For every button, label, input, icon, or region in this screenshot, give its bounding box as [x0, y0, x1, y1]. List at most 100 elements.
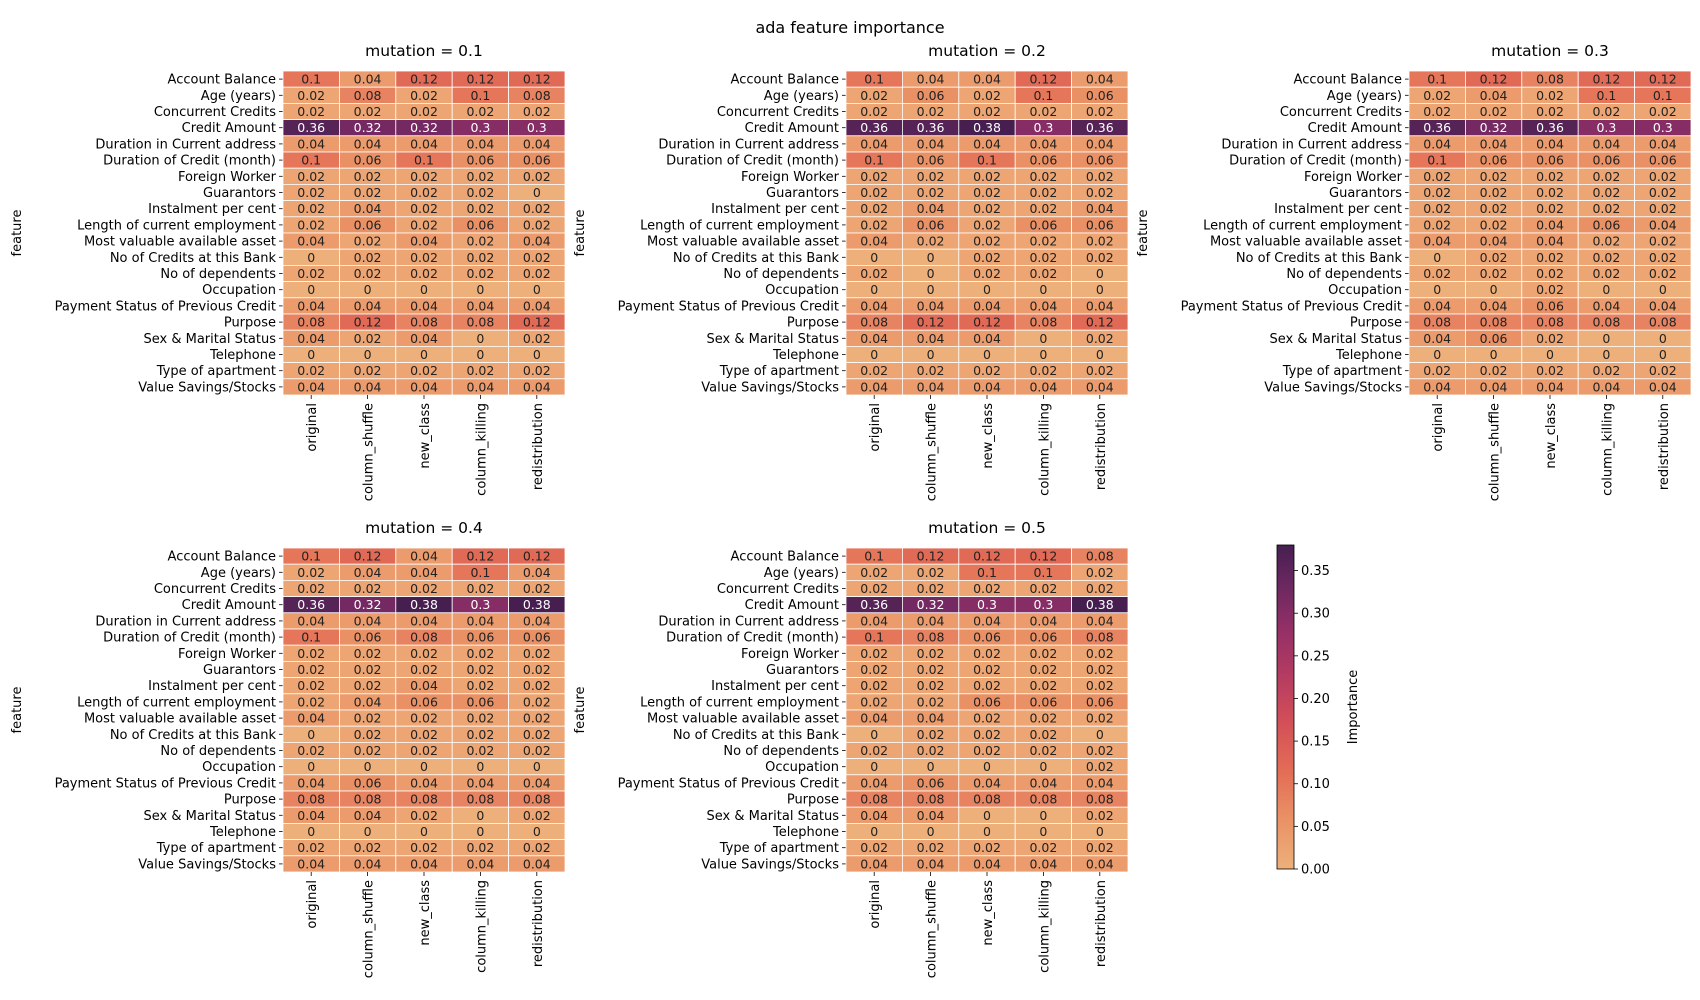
cell-value-label: 0 — [1602, 282, 1610, 297]
cell-value-label: 0.04 — [1592, 136, 1620, 151]
cell-value-label: 0.04 — [297, 136, 325, 151]
cell-value-label: 0 — [983, 347, 991, 362]
cell-value-label: 0.06 — [1086, 153, 1114, 168]
cell-value-label: 0.02 — [917, 581, 945, 596]
x-tick-label: redistribution — [1094, 403, 1109, 490]
y-tick-label: Duration in Current address — [95, 137, 276, 152]
cell-value-label: 0.02 — [973, 581, 1001, 596]
cell-value-label: 0.04 — [973, 136, 1001, 151]
cell-value-label: 0 — [1096, 266, 1104, 281]
cell-value-label: 0.02 — [1649, 104, 1677, 119]
cell-value-label: 0.02 — [297, 694, 325, 709]
cell-value-label: 0.02 — [523, 694, 551, 709]
cell-value-label: 0.04 — [973, 856, 1001, 871]
cell-value-label: 0.06 — [1029, 694, 1057, 709]
cell-value-label: 0.02 — [860, 743, 888, 758]
cell-value-label: 0.1 — [864, 72, 884, 87]
cell-value-label: 0 — [870, 759, 878, 774]
cell-value-label: 0.08 — [973, 792, 1001, 807]
cell-value-label: 0.04 — [297, 298, 325, 313]
y-tick-label: Sex & Marital Status — [707, 809, 840, 824]
cell-value-label: 0.02 — [523, 266, 551, 281]
y-axis-label: feature — [10, 687, 25, 734]
y-tick-label: Credit Amount — [745, 598, 839, 613]
cell-value-label: 0.02 — [354, 104, 382, 119]
cell-value-label: 0 — [533, 347, 541, 362]
cell-value-label: 0.02 — [466, 678, 494, 693]
cell-value-label: 0.08 — [466, 315, 494, 330]
cell-value-label: 0.04 — [1536, 136, 1564, 151]
cell-value-label: 0.02 — [1649, 250, 1677, 265]
cell-value-label: 0.02 — [917, 646, 945, 661]
cell-value-label: 0.08 — [523, 792, 551, 807]
y-axis-label: feature — [573, 687, 588, 734]
cell-value-label: 0.04 — [354, 379, 382, 394]
cell-value-label: 0 — [870, 250, 878, 265]
cell-value-label: 0.04 — [860, 379, 888, 394]
cell-value-label: 0.02 — [1086, 331, 1114, 346]
y-tick-label: No of Credits at this Bank — [110, 251, 277, 266]
cell-value-label: 0.02 — [1649, 234, 1677, 249]
cell-value-label: 0.02 — [410, 169, 438, 184]
cell-value-label: 0 — [1096, 727, 1104, 742]
y-tick-label: Guarantors — [766, 186, 839, 201]
cell-value-label: 0.08 — [297, 315, 325, 330]
x-tick-label: original — [1431, 403, 1446, 452]
cell-value-label: 0.1 — [977, 153, 997, 168]
cell-value-label: 0.1 — [470, 88, 490, 103]
cell-value-label: 0.36 — [1536, 120, 1564, 135]
cell-value-label: 0.1 — [1033, 565, 1053, 580]
cell-value-label: 0.04 — [297, 808, 325, 823]
cell-value-label: 0.04 — [466, 775, 494, 790]
cell-value-label: 0 — [1490, 282, 1498, 297]
y-tick-label: Telephone — [209, 348, 276, 363]
cell-value-label: 0 — [1096, 282, 1104, 297]
y-tick-label: Most valuable available asset — [84, 712, 276, 727]
cell-value-label: 0.04 — [354, 565, 382, 580]
cell-value-label: 0 — [307, 282, 315, 297]
cell-value-label: 0.06 — [1592, 153, 1620, 168]
cell-value-label: 0.02 — [1649, 363, 1677, 378]
cell-value-label: 0.02 — [1029, 104, 1057, 119]
cell-value-label: 0.06 — [1480, 153, 1508, 168]
y-tick-label: Concurrent Credits — [717, 105, 839, 120]
cell-value-label: 0.04 — [1480, 234, 1508, 249]
cell-value-label: 0 — [420, 282, 428, 297]
cell-value-label: 0 — [1659, 331, 1667, 346]
cell-value-label: 0 — [476, 347, 484, 362]
cell-value-label: 0.02 — [297, 363, 325, 378]
y-tick-label: Account Balance — [731, 73, 839, 88]
y-tick-label: Sex & Marital Status — [144, 332, 277, 347]
y-tick-label: Duration in Current address — [95, 614, 276, 629]
y-tick-label: Account Balance — [168, 550, 276, 565]
cell-value-label: 0.04 — [973, 613, 1001, 628]
cell-value-label: 0.1 — [301, 549, 321, 564]
cell-value-label: 0.02 — [1536, 266, 1564, 281]
cell-value-label: 0.04 — [410, 549, 438, 564]
cell-value-label: 0.02 — [973, 743, 1001, 758]
cell-value-label: 0.02 — [973, 646, 1001, 661]
cell-value-label: 0.04 — [523, 234, 551, 249]
cell-value-label: 0.06 — [1536, 298, 1564, 313]
y-tick-label: Credit Amount — [745, 121, 839, 136]
cell-value-label: 0.02 — [860, 104, 888, 119]
cell-value-label: 0.02 — [523, 662, 551, 677]
cell-value-label: 0.04 — [297, 379, 325, 394]
colorbar-tick-label: 0.25 — [1301, 649, 1330, 664]
y-tick-label: Duration of Credit (month) — [666, 154, 839, 169]
cell-value-label: 0.02 — [1423, 104, 1451, 119]
cell-value-label: 0.04 — [297, 711, 325, 726]
cell-value-label: 0.02 — [1649, 201, 1677, 216]
y-tick-label: Concurrent Credits — [154, 582, 276, 597]
cell-value-label: 0.02 — [860, 169, 888, 184]
cell-value-label: 0 — [420, 347, 428, 362]
cell-value-label: 0.04 — [1536, 234, 1564, 249]
cell-value-label: 0.12 — [466, 549, 494, 564]
x-tick-label: new_class — [418, 880, 433, 946]
y-tick-label: Occupation — [765, 760, 839, 775]
cell-value-label: 0 — [307, 824, 315, 839]
cell-value-label: 0.12 — [1086, 315, 1114, 330]
y-tick-label: Length of current employment — [77, 218, 276, 233]
